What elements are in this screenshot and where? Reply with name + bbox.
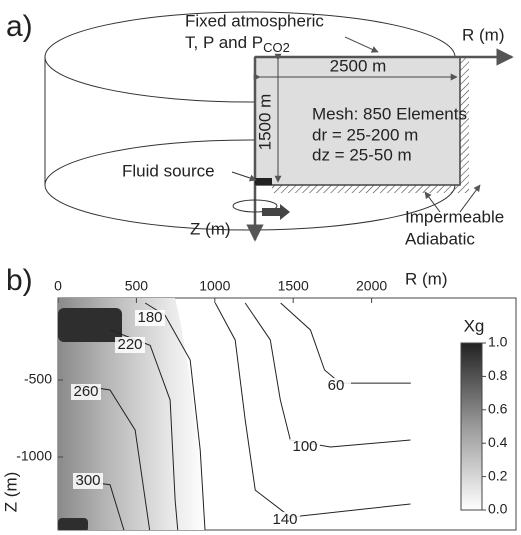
y-axis-label: Z (m)	[1, 472, 20, 513]
colorbar-tick-label: 0.6	[488, 401, 508, 417]
x-tick-label: 500	[125, 278, 149, 294]
colorbar-tick-label: 1.0	[488, 334, 508, 350]
fluid-source-label: Fluid source	[122, 161, 215, 180]
mesh-text: dr = 25-200 m	[312, 125, 418, 144]
colorbar-title: Xg	[464, 316, 485, 335]
y-tick-label: -500	[24, 371, 52, 387]
width-label: 2500 m	[330, 56, 387, 75]
colorbar-tick-label: 0.8	[488, 367, 508, 383]
contour-label: 140	[272, 511, 297, 528]
atm-text: T, P and PCO2	[185, 33, 290, 55]
contour-label: 220	[117, 336, 142, 353]
contour-label: 260	[73, 383, 98, 400]
panel-label: b)	[6, 264, 33, 297]
colorbar-tick-label: 0.4	[488, 434, 508, 450]
colorbar-tick-label: 0.2	[488, 467, 508, 483]
panel-label: a)	[6, 10, 33, 43]
figure: a) Fixed atmospheric T, P and PCO2 R (m)…	[0, 0, 521, 535]
r-axis-label: R (m)	[462, 25, 504, 44]
boundary-label: Adiabatic	[405, 229, 475, 248]
hatch-bottom	[272, 185, 469, 193]
gas-region-dark	[58, 518, 88, 532]
fluid-source-arrow	[232, 172, 256, 180]
atm-text-sub: CO2	[263, 40, 290, 55]
contour-label: 300	[75, 472, 100, 489]
contour-label: 100	[292, 438, 317, 455]
fluid-source-mark	[255, 178, 272, 185]
x-tick-label: 0	[54, 278, 62, 294]
panel-b	[58, 298, 516, 532]
mesh-text: dz = 25-50 m	[312, 145, 412, 164]
atm-text: Fixed atmospheric	[185, 11, 324, 30]
contour-label: 180	[137, 309, 162, 326]
height-label: 1500 m	[255, 94, 274, 151]
y-tick-label: -1000	[16, 448, 52, 464]
x-axis-label: R (m)	[405, 269, 447, 288]
colorbar-tick-label: 0.0	[488, 501, 508, 517]
gas-region-dark	[58, 308, 122, 342]
x-tick-label: 1500	[278, 278, 309, 294]
contour-label: 60	[328, 377, 345, 394]
atm-text-main: T, P and P	[185, 33, 263, 52]
boundary-label: Impermeable	[405, 207, 504, 226]
mesh-text: Mesh: 850 Elements	[312, 104, 467, 123]
page: { "panel_a": { "label": "a)", "atm_line1…	[0, 0, 521, 535]
x-tick-label: 2000	[356, 278, 387, 294]
z-axis-label: Z (m)	[190, 219, 231, 238]
x-tick-label: 1000	[199, 278, 230, 294]
atm-arrow	[345, 37, 378, 52]
colorbar	[461, 343, 482, 510]
rotation-arrow	[262, 204, 290, 220]
